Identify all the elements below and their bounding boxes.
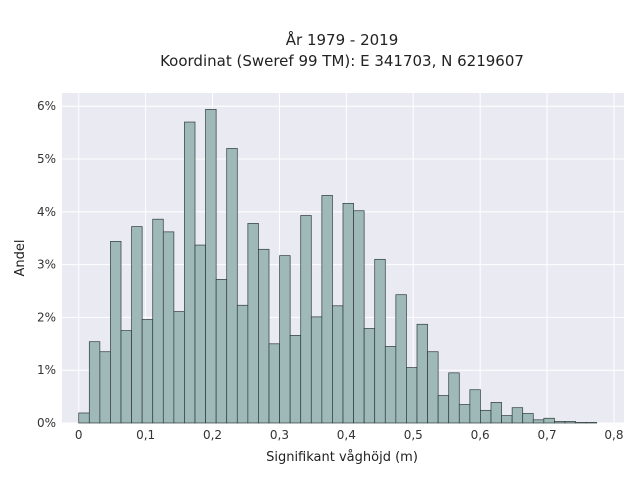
histogram-bar <box>501 415 513 424</box>
x-tick-label: 0,1 <box>136 428 155 442</box>
x-tick-label: 0 <box>75 428 83 442</box>
y-tick-label: 1% <box>37 363 56 377</box>
x-tick-label: 0,7 <box>538 428 557 442</box>
x-tick-label: 0,4 <box>337 428 356 442</box>
histogram-bar <box>469 389 481 424</box>
histogram-bar <box>247 223 259 424</box>
histogram-bar <box>554 421 566 424</box>
histogram-bar <box>215 279 228 424</box>
histogram-bar <box>279 255 291 424</box>
x-tick-label: 0,3 <box>270 428 289 442</box>
histogram-bar <box>427 351 439 424</box>
histogram-bar <box>374 258 386 424</box>
histogram-bar <box>490 402 502 424</box>
y-tick-label: 5% <box>37 152 56 166</box>
histogram-bar <box>585 422 598 424</box>
histogram-bar <box>141 319 154 424</box>
histogram-bar <box>416 323 428 424</box>
histogram-bar <box>289 335 302 424</box>
y-tick-label: 4% <box>37 205 56 219</box>
histogram-bar <box>78 412 90 424</box>
histogram-bar <box>258 248 270 424</box>
histogram-bar <box>342 203 354 424</box>
y-tick-label: 6% <box>37 99 56 113</box>
y-axis-label: Andel <box>13 240 28 277</box>
histogram-bar <box>353 210 365 424</box>
histogram-bar <box>384 346 397 424</box>
histogram-bar <box>321 195 333 424</box>
x-tick-label: 0,6 <box>471 428 490 442</box>
histogram-bar <box>268 343 280 424</box>
histogram-bar <box>184 121 196 424</box>
histogram-bar <box>448 372 460 424</box>
histogram-bar <box>511 407 524 424</box>
x-tick-label: 0,5 <box>404 428 423 442</box>
histogram-bar <box>332 305 344 424</box>
histogram-bar <box>88 341 101 424</box>
histogram-bar <box>532 419 545 424</box>
histogram-bar <box>406 367 418 424</box>
bars-group <box>78 109 598 424</box>
y-tick-label: 3% <box>37 258 56 272</box>
histogram-bar <box>99 351 111 424</box>
histogram-bar <box>194 244 206 424</box>
histogram-bar <box>363 328 376 424</box>
chart-subtitle: Koordinat (Sweref 99 TM): E 341703, N 62… <box>160 52 524 70</box>
histogram-bar <box>437 395 450 424</box>
histogram-bar <box>522 413 534 424</box>
histogram-bar <box>564 421 576 424</box>
histogram-bar <box>162 231 175 424</box>
histogram-bar <box>120 330 132 424</box>
y-tick-label: 2% <box>37 310 56 324</box>
histogram-bar <box>480 409 492 424</box>
histogram-bar <box>575 422 587 424</box>
histogram-bar <box>152 218 164 424</box>
histogram-bar <box>110 241 122 424</box>
histogram-bar <box>300 215 312 424</box>
histogram-bar <box>395 294 407 424</box>
histogram-bar <box>543 417 555 424</box>
histogram-bar <box>458 404 471 424</box>
histogram-bar <box>173 311 185 424</box>
x-tick-label: 0,2 <box>203 428 222 442</box>
x-tick-label: 0,8 <box>604 428 623 442</box>
chart-title: År 1979 - 2019 <box>286 30 399 49</box>
x-axis-label: Signifikant våghöjd (m) <box>266 450 418 465</box>
y-tick-label: 0% <box>37 416 56 430</box>
histogram-bar <box>226 148 238 424</box>
histogram-bar <box>205 109 217 424</box>
histogram-bar <box>236 304 249 424</box>
tick-labels: 0 0,1 0,2 0,3 0,4 0,5 0,6 0,7 0,8 0% 1% 2% 3% 4% 5% 6% <box>37 99 624 442</box>
histogram-bar <box>131 226 143 424</box>
histogram-bar <box>310 316 323 424</box>
